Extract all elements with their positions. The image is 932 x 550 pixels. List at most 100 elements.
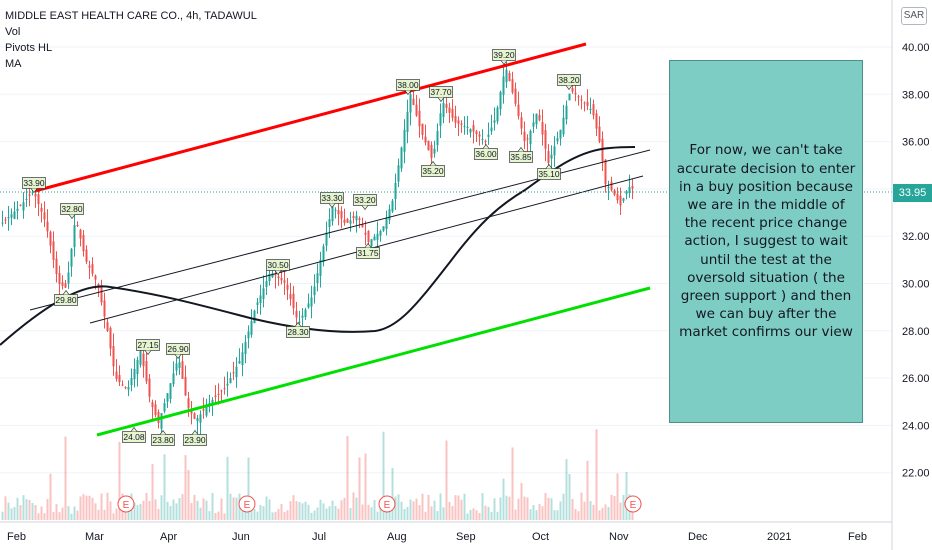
volume-bar bbox=[403, 509, 406, 520]
earnings-marker-circle[interactable] bbox=[378, 495, 396, 513]
volume-bar bbox=[277, 509, 280, 520]
volume-bar bbox=[4, 496, 7, 520]
candle-body bbox=[553, 146, 556, 156]
volume-bar bbox=[517, 498, 520, 520]
volume-bar bbox=[25, 499, 28, 520]
currency-badge[interactable]: SAR bbox=[901, 7, 927, 25]
candle-body bbox=[94, 275, 97, 280]
earnings-marker-circle[interactable] bbox=[624, 495, 642, 513]
volume-bar bbox=[472, 508, 475, 520]
volume-bar bbox=[391, 468, 394, 520]
volume-bar bbox=[181, 494, 184, 520]
volume-bar bbox=[235, 497, 238, 520]
candle-body bbox=[571, 88, 574, 92]
volume-bar bbox=[490, 512, 493, 520]
candle-body bbox=[628, 187, 631, 194]
pivot-label: 31.75 bbox=[356, 243, 380, 259]
candle-body bbox=[187, 398, 190, 409]
time-axis[interactable]: Feb Mar Apr Jun Jul Aug Sep Oct Nov Dec 2021 Feb bbox=[7, 531, 867, 543]
candle-body bbox=[193, 413, 196, 419]
candle-body bbox=[253, 310, 256, 324]
earnings-marker[interactable]: E bbox=[624, 495, 642, 513]
candle-body bbox=[43, 212, 46, 220]
x-tick-label: Feb bbox=[7, 531, 26, 543]
volume-bar bbox=[343, 497, 346, 520]
candle-body bbox=[358, 218, 361, 220]
indicator-ma[interactable]: MA bbox=[5, 58, 22, 70]
candle-body bbox=[142, 353, 145, 367]
volume-bar bbox=[526, 497, 529, 520]
candle-body bbox=[205, 406, 208, 416]
earnings-marker[interactable]: E bbox=[238, 495, 256, 513]
candle-body bbox=[454, 115, 457, 123]
candle-body bbox=[46, 221, 49, 232]
support-line[interactable] bbox=[96, 286, 651, 437]
earnings-marker[interactable]: E bbox=[378, 495, 396, 513]
volume-bar bbox=[64, 436, 67, 520]
volume-bar bbox=[10, 508, 13, 520]
volume-bar bbox=[364, 453, 367, 520]
candle-body bbox=[337, 210, 340, 215]
volume-bar bbox=[460, 499, 463, 520]
candle-body bbox=[394, 182, 397, 200]
volume-bar bbox=[328, 506, 331, 520]
pivot-label-text: 35.10 bbox=[538, 169, 560, 179]
candle-body bbox=[139, 350, 142, 365]
candle-body bbox=[532, 122, 535, 127]
volume-bar bbox=[631, 510, 634, 520]
pivot-label-pointer bbox=[361, 205, 369, 210]
pivot-label-text: 39.20 bbox=[493, 50, 515, 60]
candle-body bbox=[313, 286, 316, 296]
volume-bar bbox=[208, 511, 211, 520]
volume-bar bbox=[253, 509, 256, 520]
annotation-note[interactable]: For now, we can't take accurate decision… bbox=[669, 60, 863, 423]
x-tick-label: Feb bbox=[848, 531, 867, 543]
candle-body bbox=[103, 300, 106, 317]
volume-bar bbox=[562, 493, 565, 520]
price-axis[interactable]: 40.0038.0036.0034.0032.0030.0028.0026.00… bbox=[902, 42, 930, 480]
volume-bar bbox=[52, 512, 55, 520]
earnings-marker-label: E bbox=[630, 500, 637, 511]
volume-bar bbox=[454, 495, 457, 520]
candle-body bbox=[370, 239, 373, 247]
volume-bar bbox=[250, 505, 253, 520]
volume-bar bbox=[1, 511, 4, 520]
candle-body bbox=[1, 222, 4, 224]
candle-body bbox=[310, 297, 313, 307]
x-tick-label: Jun bbox=[232, 531, 250, 543]
volume-bar bbox=[502, 478, 505, 520]
candle-body bbox=[415, 104, 418, 116]
earnings-marker[interactable]: E bbox=[117, 495, 135, 513]
candle-body bbox=[340, 210, 343, 219]
candle-body bbox=[559, 129, 562, 139]
candle-body bbox=[55, 258, 58, 275]
volume-bar bbox=[118, 441, 121, 520]
indicator-vol[interactable]: Vol bbox=[5, 26, 21, 38]
volume-bar bbox=[334, 505, 337, 520]
candle-body bbox=[25, 198, 28, 200]
volume-bar bbox=[583, 501, 586, 520]
volume-bar bbox=[157, 508, 160, 520]
candle-body bbox=[244, 341, 247, 355]
resistance-line[interactable] bbox=[34, 42, 587, 193]
candle-body bbox=[247, 331, 250, 339]
indicator-pivots[interactable]: Pivots HL bbox=[5, 42, 53, 54]
candle-body bbox=[445, 104, 448, 108]
pivot-label-pointer bbox=[294, 322, 302, 327]
earnings-marker-circle[interactable] bbox=[117, 495, 135, 513]
earnings-marker-circle[interactable] bbox=[238, 495, 256, 513]
volume-bar bbox=[442, 507, 445, 520]
pivot-label-pointer bbox=[328, 203, 336, 208]
y-tick-label: 28.00 bbox=[902, 326, 930, 338]
candle-body bbox=[625, 191, 628, 194]
candle-body bbox=[403, 129, 406, 152]
volume-bar bbox=[520, 483, 523, 520]
volume-bar bbox=[100, 493, 103, 520]
candle-body bbox=[484, 140, 487, 142]
candle-body bbox=[151, 402, 154, 408]
candle-body bbox=[604, 159, 607, 185]
symbol-title[interactable]: MIDDLE EAST HEALTH CARE CO., 4h, TADAWUL bbox=[5, 10, 257, 22]
candle-body bbox=[583, 102, 586, 104]
